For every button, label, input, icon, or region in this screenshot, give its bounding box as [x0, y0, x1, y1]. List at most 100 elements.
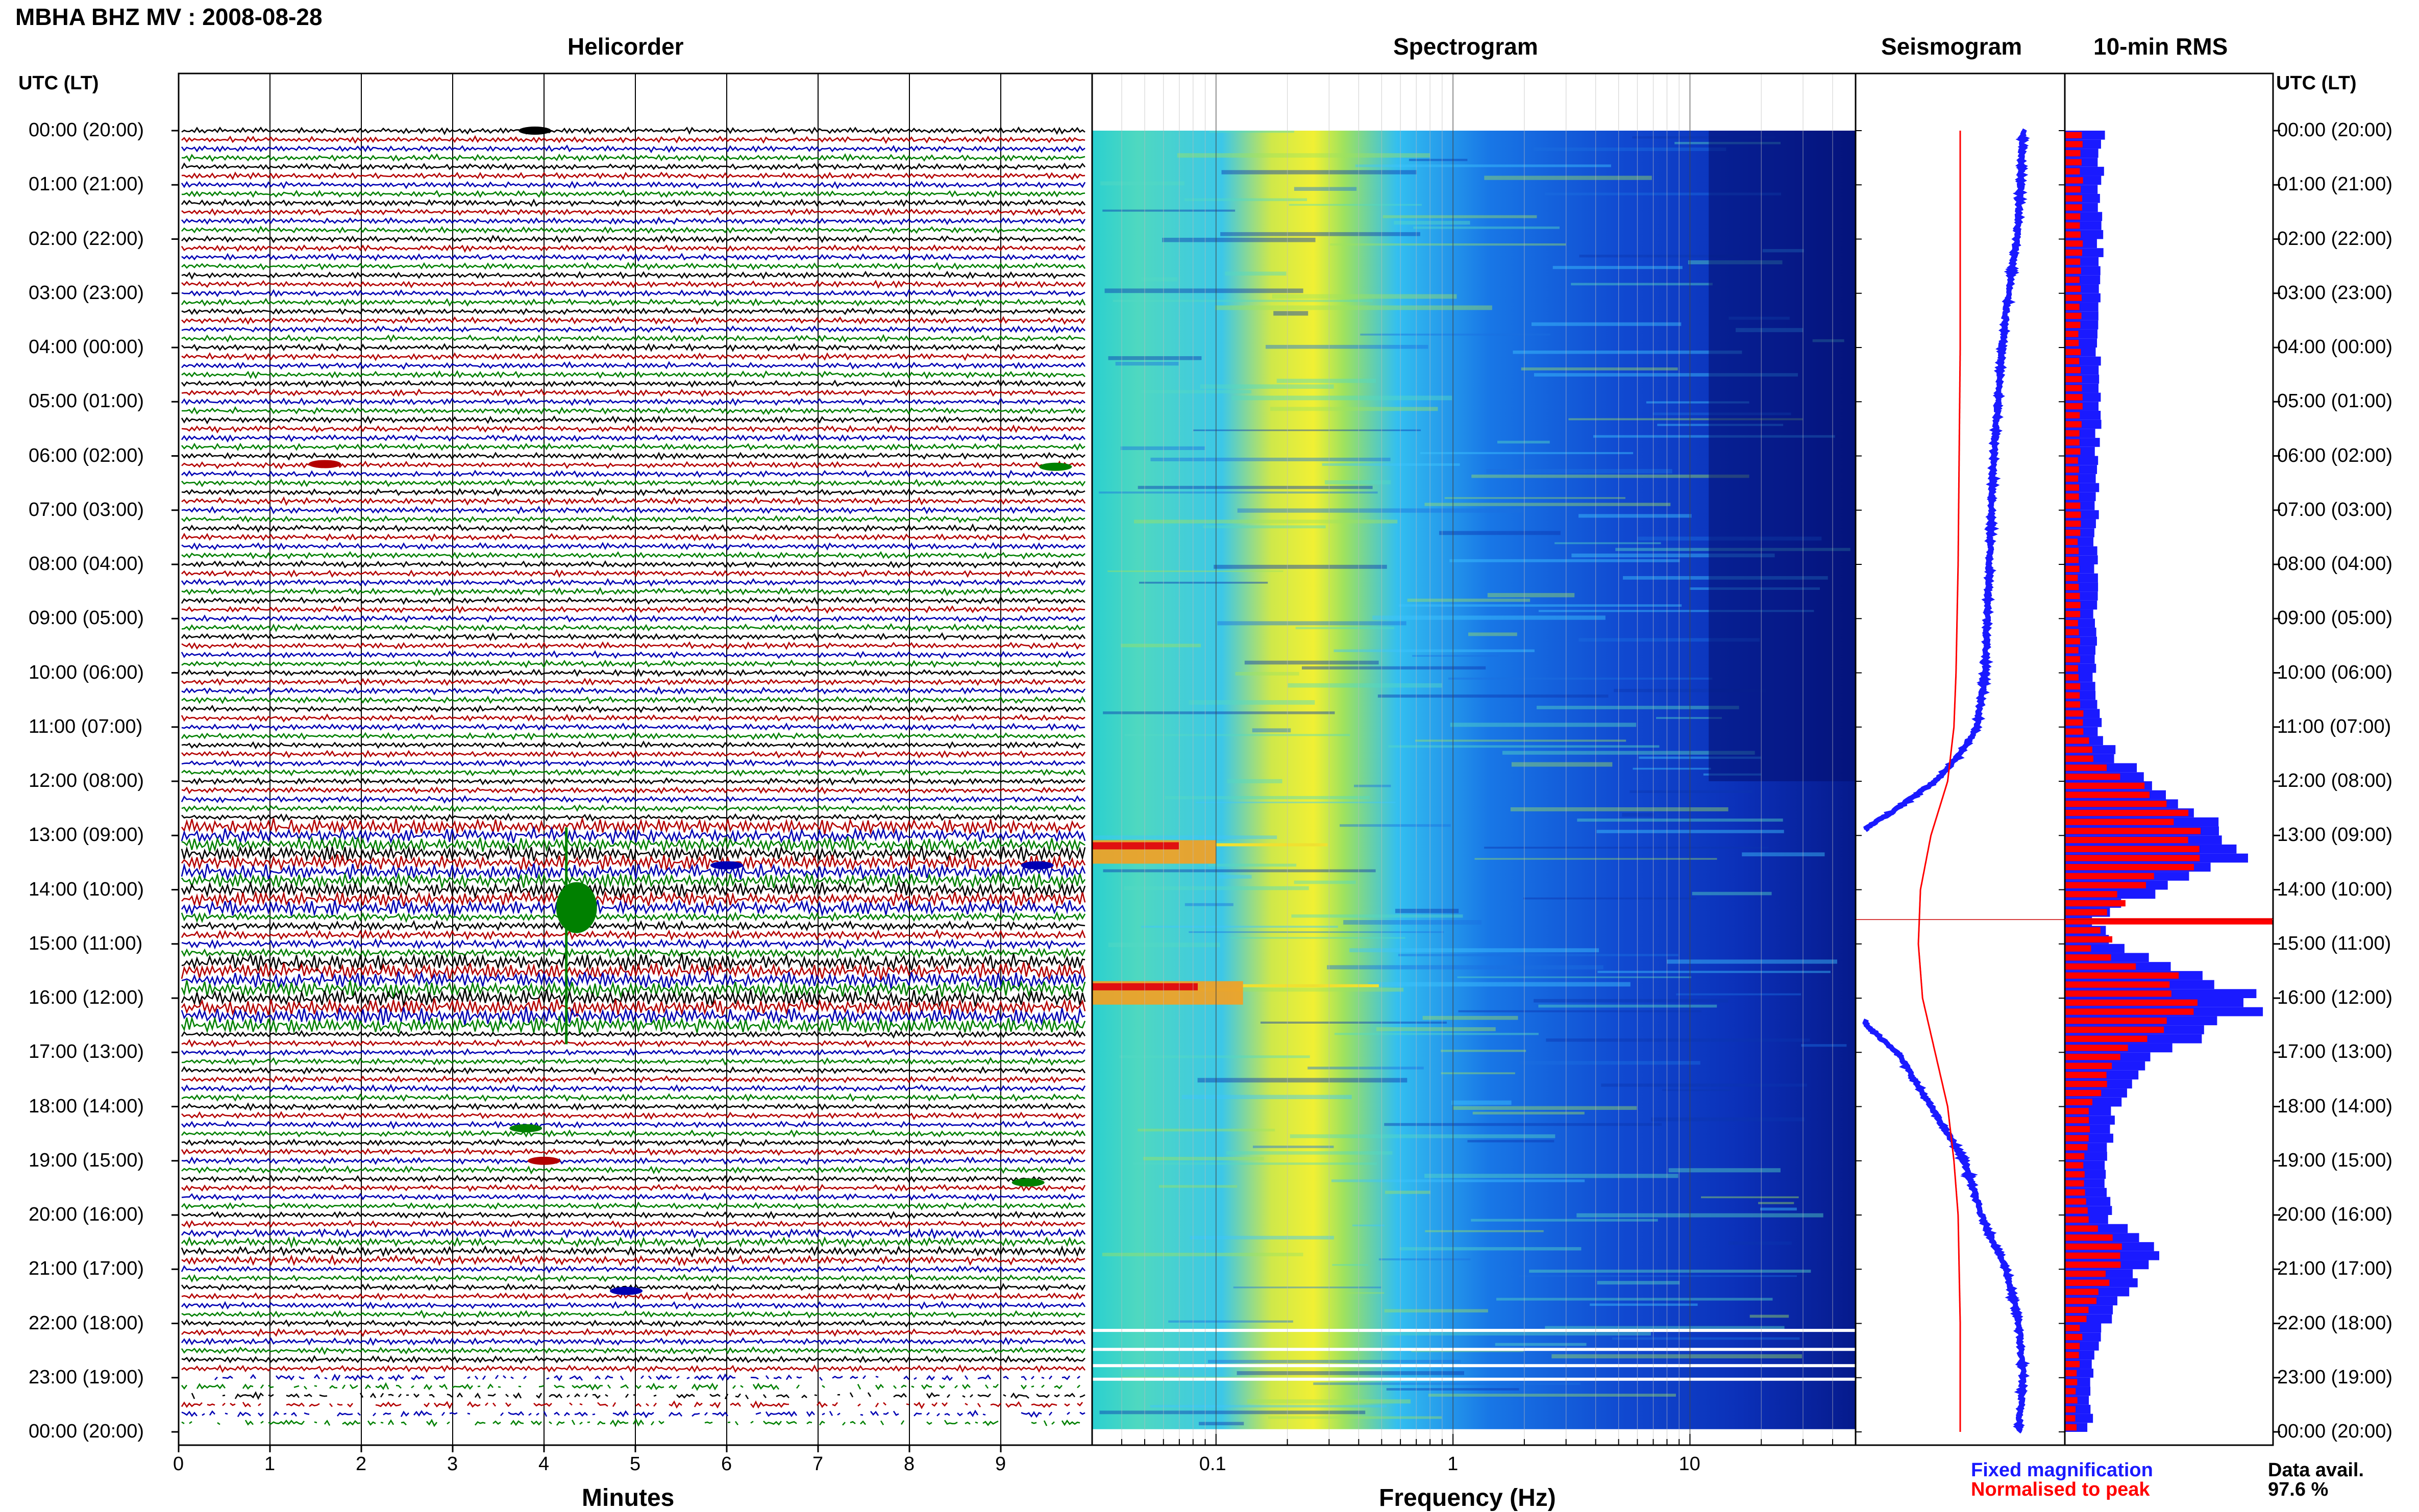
spectrogram-texture [1355, 164, 1611, 167]
helicorder-trace [181, 1083, 1086, 1093]
spectrogram-texture [1150, 1405, 1387, 1408]
spectrogram-texture [1662, 1089, 1731, 1092]
rms-bar-normalised [2065, 394, 2083, 401]
spectrogram-texture [1104, 288, 1303, 293]
time-label-right: 23:00 (19:00) [2277, 1366, 2393, 1388]
spectrogram-texture [1181, 1095, 1352, 1099]
helicorder-trace [181, 379, 1086, 388]
spectrogram-texture [1441, 1050, 1526, 1052]
spectrogram-texture [1265, 344, 1428, 349]
spectrogram-texture [1327, 965, 1603, 970]
rms-bar-normalised [2065, 746, 2092, 753]
spectrogram-texture [1203, 525, 1326, 529]
spectrogram-texture [1502, 751, 1755, 755]
spectrogram-texture [1495, 1343, 1587, 1346]
rms-bar-normalised [2065, 1243, 2122, 1250]
helicorder-trace [181, 825, 1086, 845]
time-label-right: 20:00 (16:00) [2277, 1204, 2393, 1225]
spectrogram-texture [1107, 570, 1283, 572]
spectrogram-texture [1181, 987, 1404, 992]
rms-bar-normalised [2065, 873, 2154, 880]
spectrogram-texture [1301, 666, 1486, 670]
rms-bar-normalised [2065, 647, 2079, 654]
rms-bar-normalised [2065, 1379, 2078, 1385]
helicorder-trace [181, 478, 1086, 487]
spectrogram-texture [1576, 1213, 1823, 1218]
rms-bar-normalised [2065, 1325, 2080, 1331]
time-label-left: 04:00 (00:00) [29, 336, 144, 358]
spectrogram-texture [1551, 1354, 1803, 1358]
spectrogram-texture [1728, 1241, 1792, 1245]
spectrogram-texture [1646, 401, 1749, 404]
helicorder-trace [181, 1138, 1085, 1147]
spectrogram-texture [1372, 615, 1606, 620]
helicorder-trace [181, 578, 1086, 587]
spectrogram-texture [1354, 784, 1391, 787]
rms-bar-normalised [2065, 1126, 2090, 1132]
spectrogram-texture [1439, 531, 1561, 535]
rms-bar-normalised [2065, 719, 2083, 726]
helicorder-trace [181, 198, 1086, 208]
heli-xtick-label: 8 [904, 1453, 915, 1475]
spectrogram-texture [1742, 852, 1825, 857]
helicorder-trace [181, 541, 1085, 551]
time-label-left: 12:00 (08:00) [29, 770, 144, 791]
spectrogram-texture [1597, 1281, 1680, 1285]
spectrogram-texture [1622, 813, 1655, 817]
station-title: MBHA BHZ MV : 2008-08-28 [15, 4, 323, 30]
utc-label-left: UTC (LT) [18, 72, 99, 94]
spectrogram-texture [1545, 1326, 1785, 1330]
rms-bar-normalised [2065, 493, 2079, 500]
spectrogram-texture [1496, 1298, 1773, 1301]
spectrogram-texture [1099, 1410, 1366, 1415]
helicorder-blip [509, 1124, 542, 1132]
helicorder-trace [181, 1346, 1086, 1355]
spectrogram-texture [1307, 1067, 1424, 1070]
spectrogram-texture [1394, 220, 1470, 225]
helicorder-trace [181, 1409, 1085, 1419]
helicorder-trace [181, 1309, 1085, 1319]
rms-bar-normalised [2065, 981, 2170, 988]
heli-xtick-label: 7 [812, 1453, 824, 1475]
spectrogram-texture [1413, 226, 1560, 229]
spectrogram-texture [1656, 717, 1722, 719]
spectrogram-texture [1531, 322, 1682, 326]
helicorder-trace [181, 1355, 1085, 1364]
spectrogram-texture [1141, 390, 1252, 393]
helicorder-trace [181, 406, 1085, 415]
time-label-left: 22:00 (18:00) [29, 1312, 144, 1334]
spectrogram-texture [1295, 627, 1395, 629]
spectrogram-texture [1313, 1382, 1581, 1385]
rms-bar-normalised [2065, 728, 2084, 735]
time-label-right: 16:00 (12:00) [2277, 987, 2393, 1008]
spectrogram-texture [1758, 1202, 1794, 1204]
helicorder-trace [181, 1228, 1086, 1240]
rms-bar-normalised [2065, 403, 2083, 410]
spectrogram-texture [1218, 875, 1252, 879]
helicorder-trace [181, 971, 1086, 990]
rms-bar-normalised [2065, 963, 2136, 970]
spectrogram-texture [1590, 1303, 1698, 1306]
rms-bar-normalised [2065, 1062, 2112, 1070]
spectrogram-texture [1340, 824, 1451, 827]
time-label-right: 04:00 (00:00) [2277, 336, 2393, 358]
rms-bar-normalised [2065, 448, 2081, 455]
spectrogram-texture [1184, 198, 1307, 202]
rms-bar-normalised [2065, 629, 2079, 636]
rms-bar-normalised [2065, 321, 2081, 328]
spectrogram-texture [1676, 993, 1801, 996]
spectrogram-texture [1352, 1224, 1385, 1227]
helicorder-trace [181, 686, 1086, 696]
rms-bar-normalised [2065, 584, 2079, 590]
rms-bar-normalised [2065, 1144, 2088, 1151]
rms-bar-normalised [2065, 1234, 2113, 1241]
spectrogram-texture [1578, 638, 1760, 642]
rms-bar-normalised [2065, 213, 2081, 220]
spectrogram-texture [1420, 452, 1634, 454]
spectrogram-texture [1193, 429, 1421, 431]
spectrogram-texture [1123, 1365, 1224, 1370]
spectrogram-texture [1244, 660, 1379, 665]
spectrogram-texture [1198, 1422, 1244, 1426]
time-label-right: 12:00 (08:00) [2277, 770, 2393, 791]
